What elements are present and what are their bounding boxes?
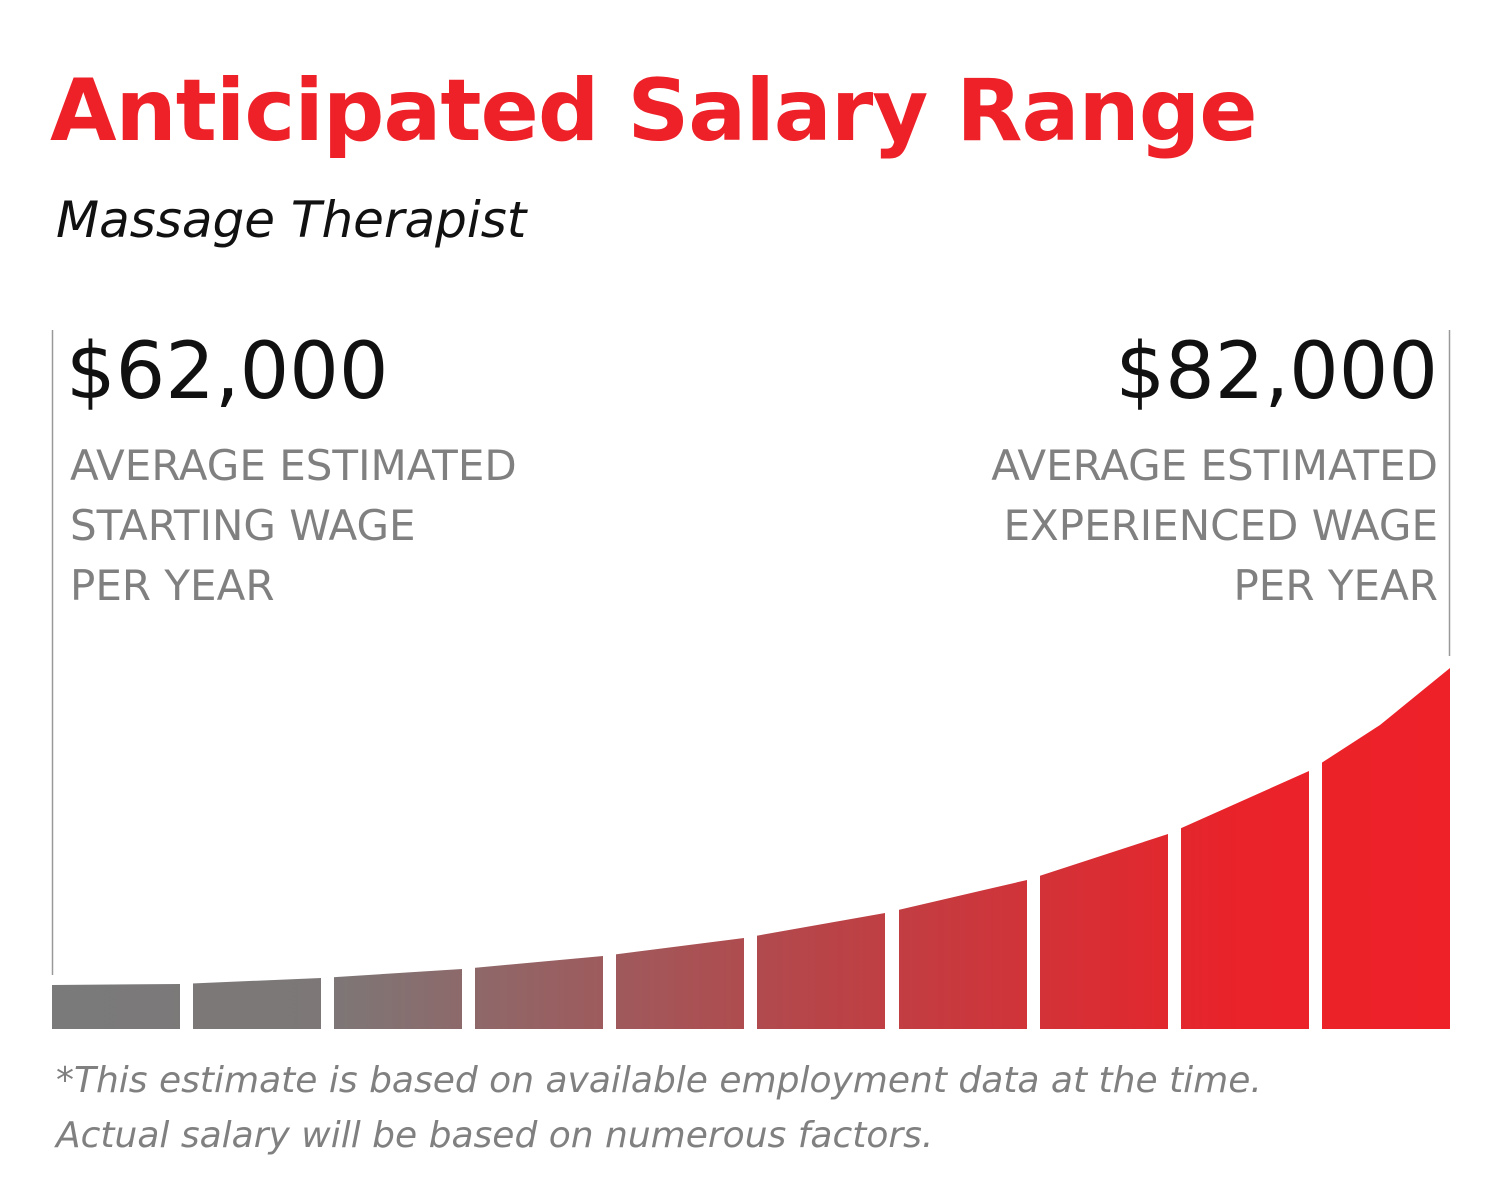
bar [52,668,180,1029]
footnote-line: Actual salary will be based on numerous … [54,1115,933,1156]
bar [1322,668,1450,1029]
label-line: AVERAGE ESTIMATED [991,441,1438,490]
subtitle: Massage Therapist [56,191,529,249]
bars [52,668,1450,1029]
title: Anticipated Salary Range [50,61,1257,161]
label-line: AVERAGE ESTIMATED [70,441,517,490]
bar [334,668,462,1029]
experienced-label: AVERAGE ESTIMATED EXPERIENCED WAGE PER YEA… [991,441,1438,610]
label-line: PER YEAR [70,561,275,610]
bar [1181,668,1309,1029]
label-line: STARTING WAGE [70,501,416,550]
start-amount: $62,000 [66,327,389,417]
bar [899,668,1027,1029]
bar [475,668,603,1029]
start-label: AVERAGE ESTIMATED STARTING WAGE PER YEAR [70,441,517,610]
footnote: *This estimate is based on available emp… [54,1060,1262,1156]
bar [1040,668,1168,1029]
bar [757,668,885,1029]
experienced-amount: $82,000 [1115,327,1438,417]
bar [616,668,744,1029]
label-line: EXPERIENCED WAGE [1003,501,1438,550]
label-line: PER YEAR [1233,561,1438,610]
bar [193,668,321,1029]
footnote-line: *This estimate is based on available emp… [56,1060,1262,1101]
